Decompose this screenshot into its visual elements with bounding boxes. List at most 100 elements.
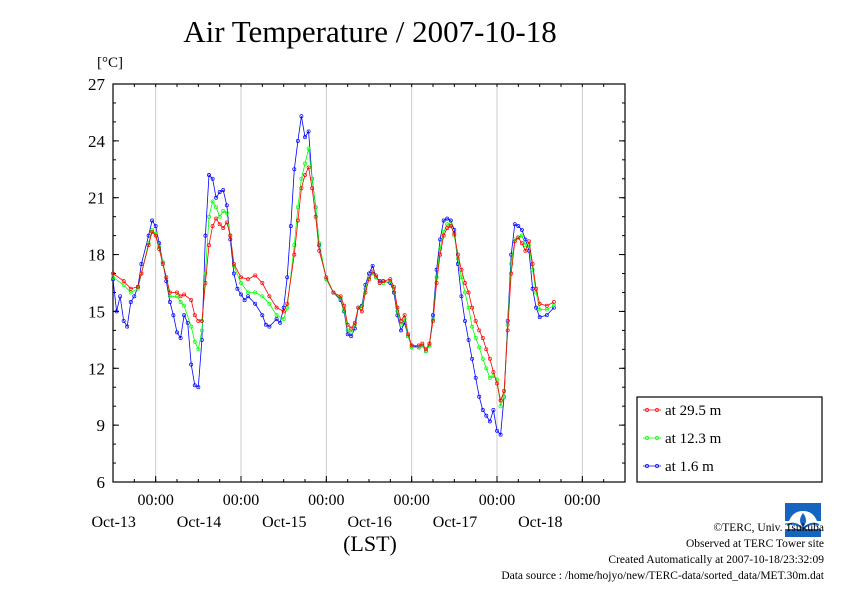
data-point bbox=[246, 294, 251, 299]
data-point bbox=[534, 290, 539, 295]
data-point bbox=[210, 176, 215, 181]
data-point bbox=[153, 224, 158, 229]
legend-item: at 12.3 m bbox=[643, 431, 722, 447]
data-point bbox=[207, 173, 211, 177]
data-point bbox=[224, 203, 229, 208]
series-at-29-5-m bbox=[111, 165, 556, 403]
data-point bbox=[420, 341, 425, 346]
data-point bbox=[459, 267, 464, 272]
data-point bbox=[491, 408, 496, 412]
data-point bbox=[459, 294, 464, 299]
data-point bbox=[537, 307, 542, 312]
data-point bbox=[512, 239, 517, 244]
data-point bbox=[217, 222, 222, 227]
data-point bbox=[164, 279, 169, 284]
data-point bbox=[253, 301, 258, 306]
series-line bbox=[112, 116, 555, 436]
data-point bbox=[189, 298, 194, 303]
data-point bbox=[516, 235, 521, 240]
data-point bbox=[463, 290, 467, 295]
data-point bbox=[455, 252, 460, 257]
terc-logo-icon bbox=[785, 503, 821, 537]
data-point bbox=[523, 248, 528, 253]
data-point bbox=[470, 356, 475, 361]
data-point bbox=[484, 366, 489, 371]
data-point bbox=[487, 419, 492, 424]
data-point bbox=[470, 305, 475, 310]
data-point bbox=[459, 275, 464, 280]
data-point bbox=[431, 318, 435, 323]
data-point bbox=[537, 315, 542, 320]
data-point bbox=[306, 129, 311, 134]
data-point bbox=[196, 385, 201, 390]
data-point bbox=[157, 246, 162, 251]
data-point bbox=[214, 205, 219, 210]
data-point bbox=[274, 313, 279, 318]
data-point bbox=[231, 262, 236, 266]
data-point bbox=[192, 339, 197, 344]
data-point bbox=[235, 286, 240, 291]
data-point bbox=[470, 324, 475, 329]
data-point bbox=[118, 294, 123, 299]
series-at-1-6-m bbox=[111, 114, 556, 437]
legend-marker bbox=[645, 464, 649, 468]
y-axis-ticks: 6 9 12 15 18 21 24 27 bbox=[88, 75, 625, 492]
data-point bbox=[299, 114, 304, 119]
data-point bbox=[189, 324, 194, 329]
data-point bbox=[139, 262, 144, 266]
data-point bbox=[523, 243, 528, 248]
data-point bbox=[463, 318, 467, 323]
data-point bbox=[253, 273, 258, 278]
observed-text: Observed at TERC Tower site bbox=[685, 538, 824, 550]
data-point bbox=[498, 404, 503, 409]
data-point bbox=[466, 290, 471, 295]
data-point bbox=[175, 294, 179, 299]
data-point bbox=[395, 305, 400, 310]
data-point bbox=[281, 317, 286, 321]
data-point bbox=[480, 336, 485, 340]
data-point bbox=[203, 233, 208, 238]
data-source-text: Data source : /home/hojyo/new/TERC-data/… bbox=[501, 570, 824, 582]
data-point bbox=[441, 233, 446, 238]
data-point bbox=[519, 227, 524, 232]
data-point bbox=[455, 262, 460, 266]
data-point bbox=[409, 343, 414, 348]
data-point bbox=[359, 309, 364, 314]
data-point bbox=[178, 336, 183, 340]
data-point bbox=[395, 309, 400, 314]
data-point bbox=[303, 135, 307, 140]
data-point bbox=[534, 305, 539, 310]
x-tick-time-label: 00:00 bbox=[479, 492, 515, 509]
data-point bbox=[338, 294, 343, 299]
data-point bbox=[274, 305, 279, 310]
data-point bbox=[175, 330, 179, 335]
data-point bbox=[342, 303, 347, 308]
data-point bbox=[498, 398, 503, 403]
data-point bbox=[221, 226, 226, 230]
data-point bbox=[182, 313, 187, 318]
data-point bbox=[441, 218, 446, 223]
data-point bbox=[128, 286, 133, 291]
data-point bbox=[288, 224, 293, 229]
data-point bbox=[473, 375, 478, 380]
data-point bbox=[374, 273, 379, 278]
data-point bbox=[217, 190, 222, 194]
data-point bbox=[544, 303, 549, 308]
data-point bbox=[128, 290, 133, 295]
data-point bbox=[203, 271, 208, 276]
data-point bbox=[473, 318, 478, 323]
data-point bbox=[207, 214, 211, 219]
y-tick-label: 21 bbox=[88, 189, 105, 208]
series-line bbox=[112, 166, 555, 402]
data-point bbox=[445, 222, 450, 227]
data-point bbox=[292, 252, 297, 257]
data-point bbox=[477, 345, 482, 350]
data-point bbox=[185, 320, 190, 325]
data-point bbox=[111, 271, 115, 276]
data-point bbox=[370, 263, 375, 268]
x-tick-date-label: Oct-18 bbox=[518, 514, 562, 531]
x-tick-date-label: Oct-16 bbox=[347, 514, 391, 531]
created-text: Created Automatically at 2007-10-18/23:3… bbox=[608, 554, 824, 566]
data-point bbox=[228, 233, 233, 238]
data-point bbox=[370, 269, 375, 274]
